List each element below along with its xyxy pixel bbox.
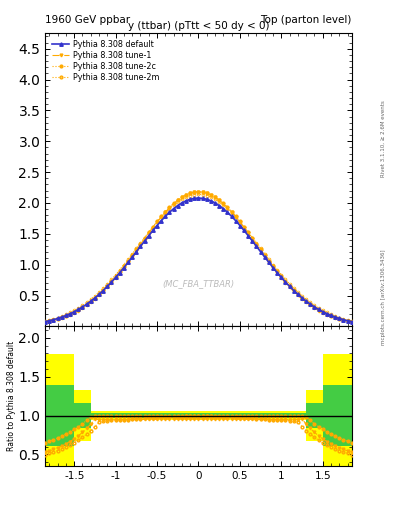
Text: mcplots.cern.ch [arXiv:1306.3436]: mcplots.cern.ch [arXiv:1306.3436]: [381, 249, 386, 345]
Text: 1960 GeV ppbar: 1960 GeV ppbar: [45, 14, 130, 25]
Y-axis label: Ratio to Pythia 8.308 default: Ratio to Pythia 8.308 default: [7, 341, 16, 451]
Text: Top (parton level): Top (parton level): [260, 14, 352, 25]
Text: Rivet 3.1.10, ≥ 2.6M events: Rivet 3.1.10, ≥ 2.6M events: [381, 100, 386, 177]
Title: y (ttbar) (pTtt < 50 dy < 0): y (ttbar) (pTtt < 50 dy < 0): [128, 21, 269, 31]
Text: (MC_FBA_TTBAR): (MC_FBA_TTBAR): [162, 279, 235, 288]
Legend: Pythia 8.308 default, Pythia 8.308 tune-1, Pythia 8.308 tune-2c, Pythia 8.308 tu: Pythia 8.308 default, Pythia 8.308 tune-…: [48, 36, 162, 85]
